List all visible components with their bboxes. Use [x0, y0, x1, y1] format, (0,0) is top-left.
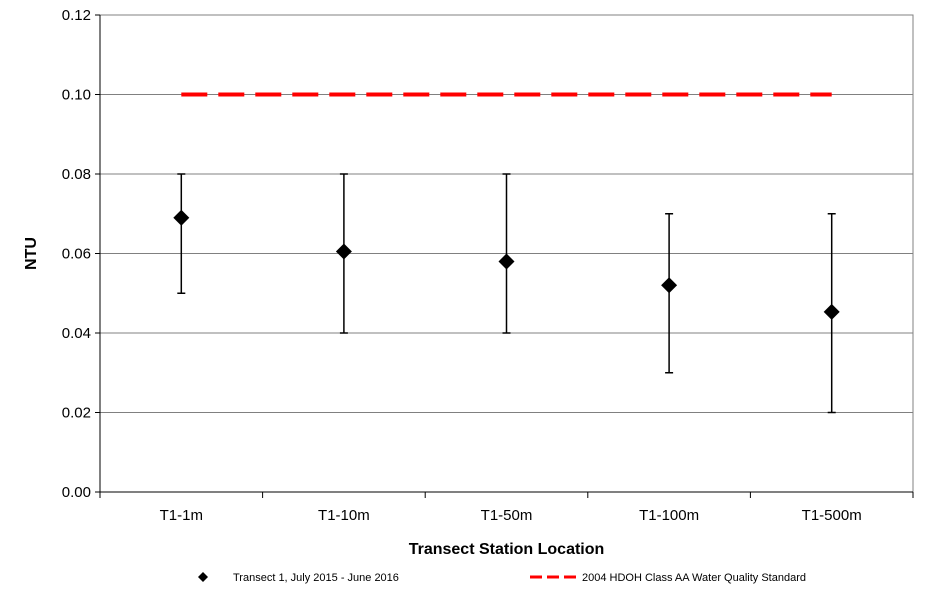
- axes: [95, 14, 914, 498]
- x-tick-label: T1-50m: [481, 507, 533, 524]
- y-axis-title: NTU: [23, 237, 40, 270]
- x-tick-label: T1-100m: [639, 507, 699, 524]
- data-point: [498, 253, 515, 270]
- y-tick-label: 0.08: [62, 166, 91, 183]
- data-point: [661, 277, 678, 294]
- y-tick-labels: 0.00 0.02 0.04 0.06 0.08 0.10 0.12: [62, 7, 91, 501]
- legend-item-standard: 2004 HDOH Class AA Water Quality Standar…: [530, 572, 806, 584]
- data-point: [335, 243, 352, 260]
- x-axis-title: Transect Station Location: [409, 541, 605, 558]
- y-tick-label: 0.00: [62, 484, 91, 501]
- x-tick-label: T1-10m: [318, 507, 370, 524]
- y-tick-label: 0.06: [62, 246, 91, 263]
- data-points: [173, 209, 840, 320]
- legend-label-transect: Transect 1, July 2015 - June 2016: [233, 572, 399, 584]
- legend-label-standard: 2004 HDOH Class AA Water Quality Standar…: [582, 572, 806, 584]
- y-tick-label: 0.12: [62, 7, 91, 24]
- legend: Transect 1, July 2015 - June 2016 2004 H…: [198, 572, 806, 584]
- error-bars: [177, 173, 836, 414]
- x-tick-labels: T1-1m T1-10m T1-50m T1-100m T1-500m: [160, 507, 862, 524]
- y-tick-label: 0.02: [62, 405, 91, 422]
- y-tick-label: 0.10: [62, 87, 91, 104]
- x-tick-label: T1-1m: [160, 507, 203, 524]
- legend-item-transect: Transect 1, July 2015 - June 2016: [198, 572, 399, 584]
- x-tick-label: T1-500m: [802, 507, 862, 524]
- data-point: [823, 303, 840, 320]
- y-tick-label: 0.04: [62, 325, 91, 342]
- legend-diamond-marker: [198, 572, 208, 582]
- data-point: [173, 209, 190, 226]
